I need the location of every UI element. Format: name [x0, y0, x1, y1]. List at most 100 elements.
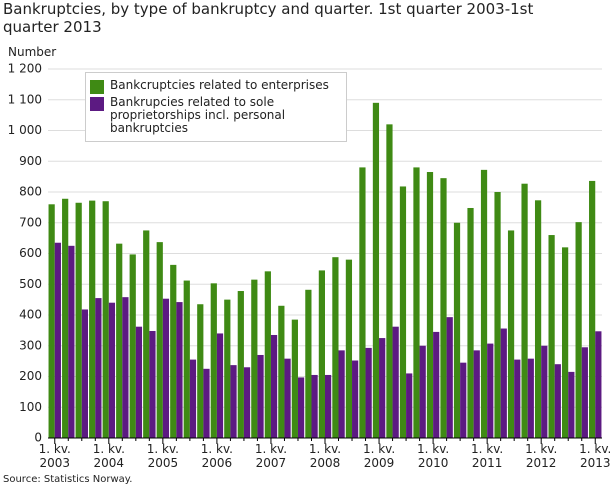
- bar: [514, 359, 521, 438]
- bar: [210, 283, 217, 438]
- bar: [108, 302, 116, 438]
- bar: [149, 330, 156, 438]
- bar: [589, 180, 596, 438]
- bar: [243, 367, 251, 438]
- bar: [305, 289, 312, 438]
- bar: [521, 183, 528, 438]
- bar: [345, 259, 353, 438]
- bar: [81, 309, 88, 438]
- legend: Bankcruptcies related to enterprises Bank…: [85, 72, 347, 142]
- bar: [338, 350, 345, 438]
- bar: [122, 297, 129, 438]
- bar: [480, 169, 488, 439]
- x-tick-label: 1. kv. 2008: [308, 442, 342, 470]
- bar: [230, 365, 237, 438]
- bar: [325, 374, 332, 438]
- bar: [95, 298, 102, 438]
- bar: [419, 345, 426, 438]
- bar: [318, 270, 325, 438]
- bar: [440, 178, 447, 438]
- legend-swatch: [90, 80, 104, 94]
- y-tick-label: 400: [19, 308, 42, 322]
- bar: [89, 200, 96, 438]
- bar: [68, 245, 75, 438]
- y-tick-label: 100: [19, 400, 42, 414]
- bar: [183, 280, 190, 438]
- bar: [507, 230, 515, 438]
- bar: [75, 202, 82, 438]
- legend-item: Bankcruptcies related to enterprises: [90, 79, 342, 94]
- bar: [352, 360, 359, 438]
- y-tick-label: 800: [19, 185, 42, 199]
- bar: [487, 343, 494, 438]
- bar: [129, 254, 136, 438]
- y-tick-label: 1 200: [8, 62, 42, 76]
- bar: [392, 326, 399, 438]
- bar: [311, 374, 318, 438]
- x-tick-label: 1. kv. 2013: [579, 442, 610, 470]
- legend-label: Bankrupcies related to sole proprietorsh…: [110, 95, 286, 135]
- bar: [534, 200, 542, 438]
- bar: [332, 257, 339, 438]
- y-tick-label: 600: [19, 246, 42, 260]
- bar: [399, 186, 407, 438]
- bar: [102, 201, 109, 438]
- bar: [372, 102, 380, 438]
- x-tick-label: 1. kv. 2007: [254, 442, 288, 470]
- bar: [297, 377, 305, 438]
- x-tick-label: 1. kv. 2006: [200, 442, 233, 470]
- bar: [575, 222, 582, 438]
- bar: [467, 207, 474, 438]
- x-tick-label: 1. kv. 2010: [416, 442, 450, 470]
- bar: [170, 264, 177, 438]
- bar: [446, 317, 453, 438]
- x-tick-label: 1. kv. 2011: [471, 442, 504, 470]
- chart-title: Bankruptcies, by type of bankruptcy and …: [3, 0, 534, 36]
- y-tick-label: 1 100: [8, 92, 42, 106]
- bar: [500, 328, 507, 438]
- bar: [413, 167, 420, 438]
- bar: [291, 319, 298, 438]
- bar: [270, 334, 278, 438]
- bar: [554, 364, 561, 438]
- bar: [284, 358, 291, 438]
- bar: [156, 242, 163, 438]
- x-tick-label: 1. kv. 2009: [362, 442, 396, 470]
- y-tick-label: 200: [19, 369, 42, 383]
- bar: [595, 331, 602, 438]
- bar: [568, 371, 575, 438]
- bar: [257, 354, 264, 438]
- legend-item: Bankrupcies related to sole proprietorsh…: [90, 96, 342, 135]
- source: Source: Statistics Norway.: [3, 474, 133, 485]
- x-tick-label: 1. kv. 2012: [525, 442, 558, 470]
- bar: [197, 304, 204, 438]
- bar: [494, 192, 501, 438]
- bar: [251, 279, 258, 438]
- bar: [62, 198, 69, 438]
- bar: [143, 230, 150, 438]
- bar: [176, 302, 183, 438]
- bar: [359, 167, 366, 438]
- bar: [54, 242, 61, 438]
- bar: [135, 326, 143, 438]
- bar: [116, 243, 123, 438]
- bar: [473, 350, 480, 438]
- x-tick-label: 1. kv. 2005: [146, 442, 179, 470]
- x-tick-label: 1. kv. 2003: [38, 442, 71, 470]
- bar: [460, 362, 467, 438]
- x-tick-label: 1. kv. 2004: [92, 442, 125, 470]
- y-tick-label: 1 000: [8, 123, 42, 137]
- bar: [203, 368, 210, 438]
- y-tick-label: 0: [34, 431, 42, 445]
- bar: [365, 347, 372, 438]
- bar: [189, 359, 197, 438]
- bar: [216, 333, 224, 438]
- y-tick-label: 300: [19, 338, 42, 352]
- bar: [581, 347, 588, 438]
- bar: [541, 345, 548, 438]
- bar: [379, 338, 386, 438]
- legend-label: Bankcruptcies related to enterprises: [110, 78, 329, 92]
- bar: [406, 373, 413, 438]
